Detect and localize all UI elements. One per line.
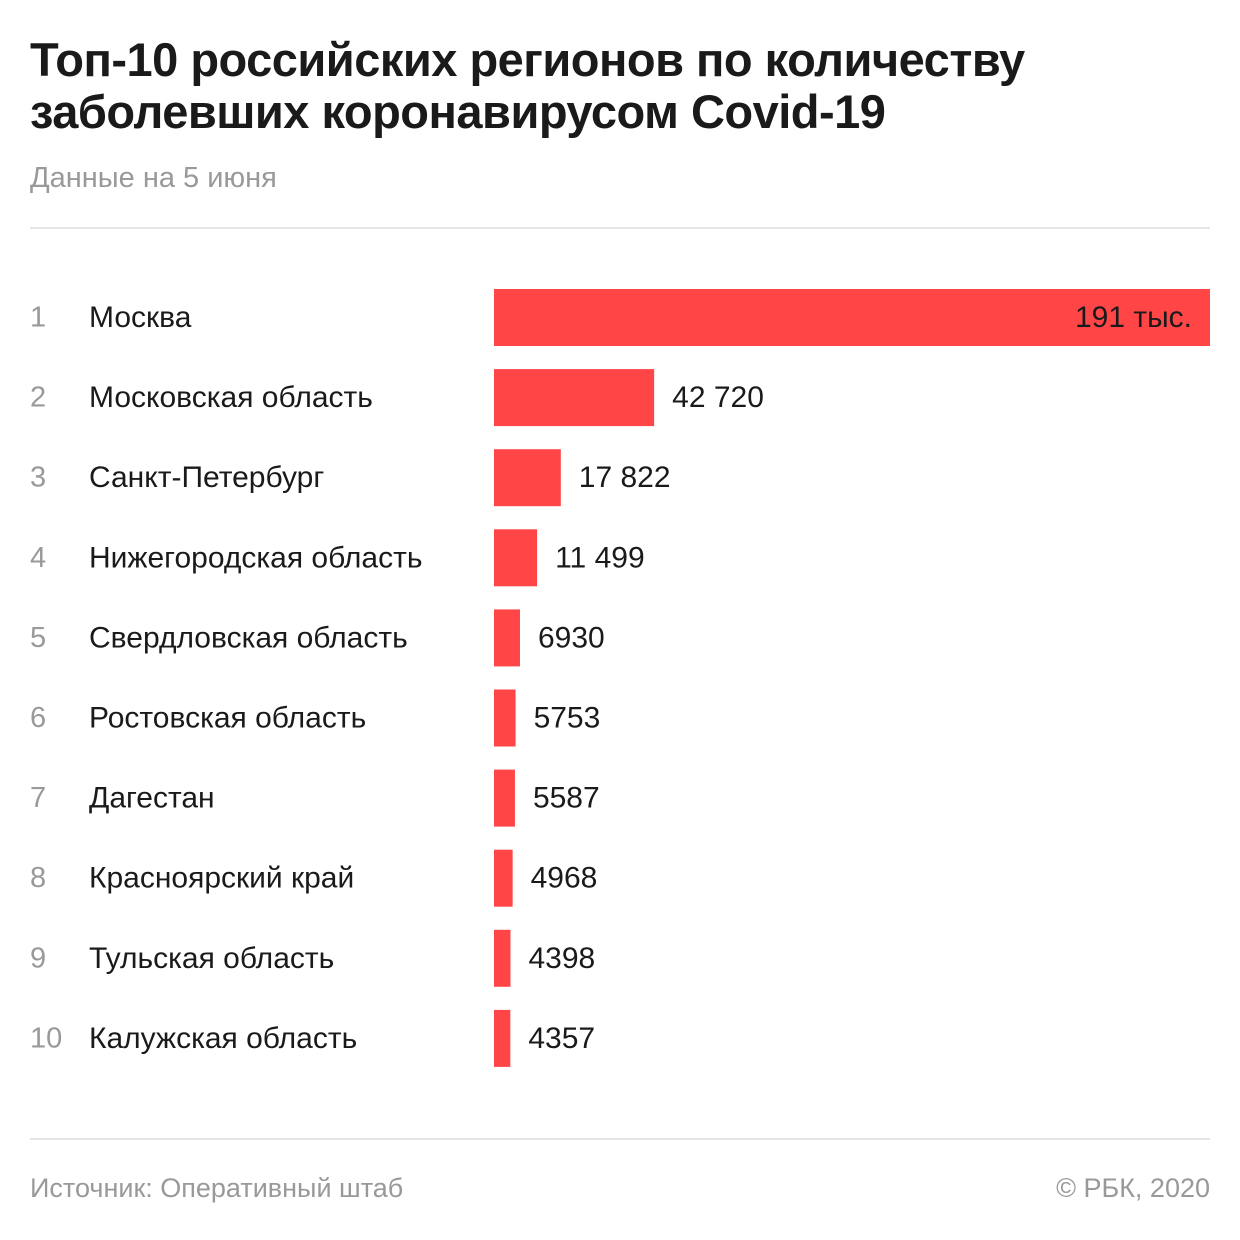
- bar: [494, 449, 561, 507]
- value-label: 4968: [531, 862, 598, 895]
- rank-label: 2: [30, 382, 46, 414]
- value-label: 11 499: [555, 541, 645, 574]
- rank-label: 8: [30, 862, 46, 894]
- rank-label: 5: [30, 622, 46, 654]
- category-label: Нижегородская область: [89, 541, 423, 574]
- copyright-note: © РБК, 2020: [1056, 1173, 1210, 1203]
- category-label: Свердловская область: [89, 621, 408, 654]
- bar: [494, 769, 515, 827]
- category-label: Московская область: [89, 381, 373, 414]
- rank-label: 1: [30, 302, 46, 334]
- rank-label: 3: [30, 462, 46, 494]
- bar: [494, 609, 520, 667]
- category-label: Дагестан: [89, 782, 215, 815]
- rank-label: 10: [30, 1022, 62, 1054]
- bottom-divider: [30, 1138, 1210, 1140]
- rank-label: 7: [30, 782, 46, 814]
- value-label: 191 тыс.: [1075, 301, 1192, 334]
- value-label: 5753: [534, 702, 601, 735]
- bar: [494, 1009, 511, 1067]
- bar: [494, 289, 1210, 346]
- bar: [494, 369, 655, 427]
- chart-title: Топ-10 российских регионов по количеству…: [30, 33, 1025, 138]
- value-label: 42 720: [672, 381, 764, 414]
- bar: [494, 689, 516, 747]
- value-label: 6930: [538, 621, 605, 654]
- category-label: Калужская область: [89, 1022, 357, 1055]
- category-label: Ростовская область: [89, 702, 366, 735]
- category-label: Санкт-Петербург: [89, 461, 324, 494]
- category-label: Москва: [89, 301, 192, 334]
- source-note: Источник: Оперативный штаб: [30, 1173, 404, 1203]
- value-label: 5587: [533, 782, 600, 815]
- value-label: 4398: [528, 942, 595, 975]
- top-divider: [30, 227, 1210, 229]
- category-label: Тульская область: [89, 942, 334, 975]
- rank-label: 9: [30, 942, 46, 974]
- category-label: Красноярский край: [89, 862, 354, 895]
- bar: [494, 529, 538, 587]
- chart-subtitle: Данные на 5 июня: [30, 162, 277, 194]
- rank-label: 6: [30, 702, 46, 734]
- bar: [494, 849, 513, 907]
- value-label: 17 822: [579, 461, 671, 494]
- bar: [494, 929, 511, 987]
- rank-label: 4: [30, 542, 46, 574]
- value-label: 4357: [528, 1022, 595, 1055]
